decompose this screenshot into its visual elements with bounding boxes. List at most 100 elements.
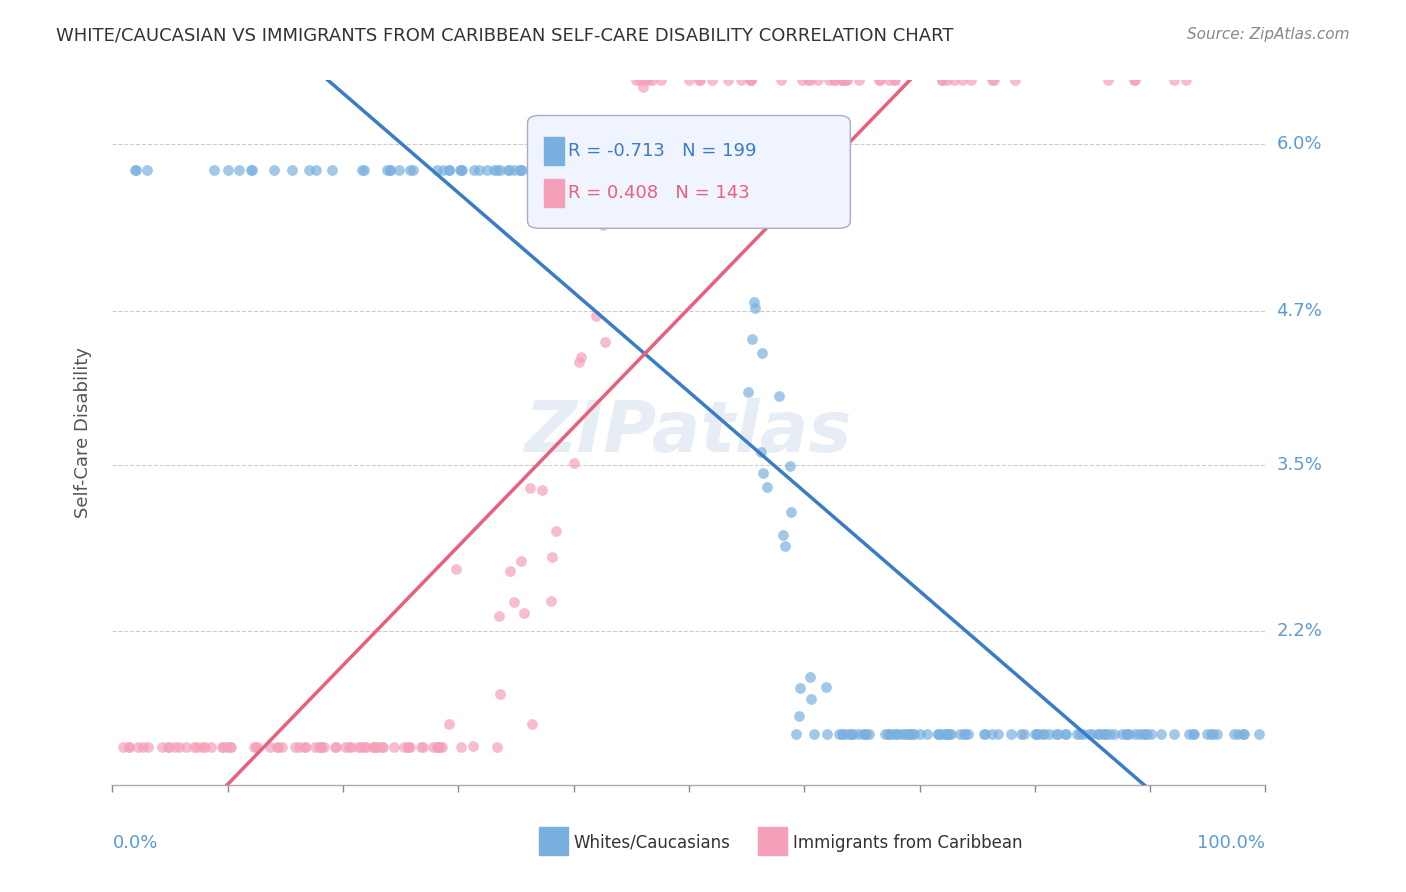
Point: [789, 681, 811, 696]
Point: [980, 73, 1002, 87]
Point: [903, 727, 925, 741]
Point: [959, 73, 981, 87]
Point: [271, 739, 294, 754]
Point: [450, 739, 472, 754]
Point: [858, 727, 880, 741]
Point: [430, 739, 453, 754]
Point: [1123, 727, 1146, 741]
Point: [562, 163, 585, 178]
Point: [1249, 727, 1271, 741]
Point: [815, 727, 838, 741]
Point: [211, 739, 233, 754]
Point: [568, 163, 591, 178]
Point: [1128, 727, 1150, 741]
Point: [939, 727, 962, 741]
Point: [202, 163, 225, 178]
Point: [243, 739, 266, 754]
Point: [228, 163, 250, 178]
Point: [439, 163, 461, 178]
Point: [510, 554, 533, 568]
Point: [1081, 727, 1104, 741]
Point: [799, 73, 821, 87]
Point: [1202, 727, 1225, 741]
Point: [742, 294, 765, 309]
Point: [1115, 727, 1137, 741]
Point: [449, 163, 471, 178]
Point: [931, 73, 953, 87]
Point: [1031, 727, 1053, 741]
Point: [779, 458, 801, 473]
Point: [877, 727, 900, 741]
Point: [305, 163, 328, 178]
FancyBboxPatch shape: [538, 827, 568, 855]
Point: [522, 163, 544, 178]
Point: [165, 739, 187, 754]
Point: [897, 727, 920, 741]
Point: [727, 174, 749, 188]
Point: [647, 163, 669, 178]
Point: [540, 593, 562, 607]
Text: 4.7%: 4.7%: [1277, 301, 1323, 320]
Point: [853, 727, 876, 741]
Point: [259, 739, 281, 754]
Point: [1071, 727, 1094, 741]
Text: 6.0%: 6.0%: [1277, 136, 1322, 153]
Point: [426, 739, 449, 754]
Point: [1025, 727, 1047, 741]
Point: [1000, 727, 1022, 741]
Point: [876, 727, 898, 741]
Point: [983, 73, 1005, 87]
Point: [1094, 727, 1116, 741]
Point: [679, 163, 702, 178]
Point: [1116, 727, 1139, 741]
Point: [1150, 727, 1173, 741]
Point: [600, 183, 623, 197]
Point: [621, 163, 644, 178]
Point: [1054, 727, 1077, 741]
Point: [339, 739, 361, 754]
Point: [1205, 727, 1227, 741]
Point: [304, 739, 326, 754]
Point: [751, 445, 773, 459]
Point: [245, 739, 267, 754]
Point: [628, 73, 651, 87]
Point: [932, 727, 955, 741]
Point: [450, 163, 472, 178]
Point: [592, 219, 614, 233]
Point: [111, 739, 134, 754]
Y-axis label: Self-Care Disability: Self-Care Disability: [73, 347, 91, 518]
Point: [883, 73, 905, 87]
Point: [1087, 727, 1109, 741]
Point: [321, 163, 343, 178]
Point: [309, 739, 332, 754]
Point: [468, 163, 491, 178]
Point: [519, 481, 541, 495]
Point: [695, 163, 717, 178]
Point: [150, 739, 173, 754]
Point: [412, 739, 434, 754]
Point: [432, 163, 454, 178]
Point: [938, 727, 960, 741]
Point: [589, 163, 612, 178]
Point: [1026, 727, 1049, 741]
Point: [915, 727, 938, 741]
Point: [263, 163, 285, 178]
Point: [411, 739, 433, 754]
Point: [437, 717, 460, 731]
Point: [855, 727, 877, 741]
Point: [562, 456, 585, 470]
Point: [183, 739, 205, 754]
Point: [949, 727, 972, 741]
Point: [1181, 727, 1204, 741]
Point: [136, 163, 159, 178]
Point: [626, 73, 648, 87]
Point: [118, 739, 141, 754]
Point: [832, 727, 855, 741]
Point: [488, 163, 510, 178]
Point: [612, 163, 634, 178]
Point: [644, 156, 666, 170]
Point: [737, 384, 759, 399]
Point: [831, 73, 853, 87]
Point: [298, 163, 321, 178]
Point: [740, 73, 762, 87]
